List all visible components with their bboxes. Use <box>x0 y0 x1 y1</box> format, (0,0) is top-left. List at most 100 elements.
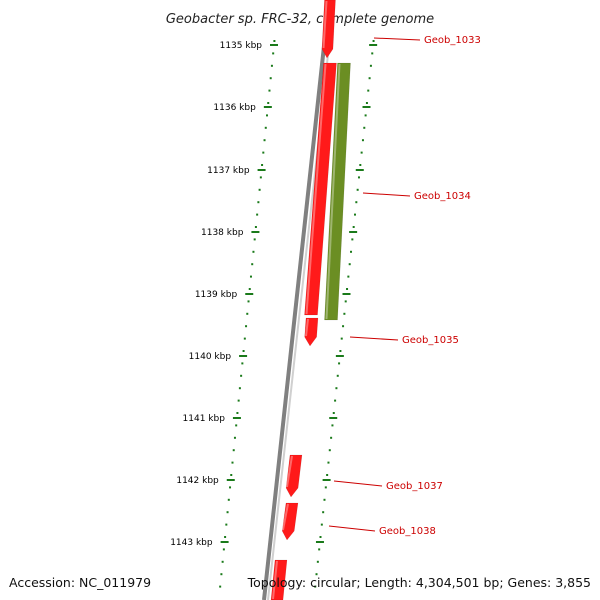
ruler-minor-tick <box>361 139 364 142</box>
backbone-line <box>262 0 331 600</box>
ruler-minor-tick <box>246 312 249 315</box>
ruler-minor-tick <box>267 102 270 104</box>
ruler-minor-tick <box>319 536 322 538</box>
gene-label-line <box>349 336 399 341</box>
ruler-minor-tick <box>351 238 354 241</box>
gene-label-line <box>333 480 383 487</box>
ruler-minor-tick <box>340 337 343 340</box>
gene-arrow-highlight <box>282 503 289 531</box>
ruler-minor-tick <box>357 176 360 179</box>
ruler-minor-tick <box>364 114 367 117</box>
topology-text: Topology: circular; Length: 4,304,501 bp… <box>247 575 591 590</box>
ruler-minor-tick <box>235 424 238 427</box>
ruler-tick-label: 1140 kbp <box>189 352 232 362</box>
ruler-minor-tick <box>356 188 359 191</box>
gene-label: Geob_1033 <box>424 35 481 46</box>
accession-text: Accession: NC_011979 <box>9 575 152 590</box>
ruler-minor-tick <box>247 300 250 303</box>
ruler-minor-tick <box>222 548 225 551</box>
ruler-minor-tick <box>363 126 366 129</box>
ruler-tick-label: 1138 kbp <box>201 228 244 238</box>
ruler-minor-tick <box>332 412 335 414</box>
ruler-tick-label: 1136 kbp <box>213 103 256 113</box>
ruler-minor-tick <box>224 536 227 538</box>
ruler-minor-tick <box>338 362 341 365</box>
ruler-minor-tick <box>231 461 234 464</box>
ruler-minor-tick <box>257 201 260 204</box>
gene-arrow <box>324 62 351 321</box>
ruler-minor-tick <box>318 548 321 551</box>
ruler-major-tick <box>263 106 272 108</box>
ruler-minor-tick <box>336 374 339 377</box>
ruler-minor-tick <box>268 89 271 92</box>
ruler-minor-tick <box>368 77 371 80</box>
ruler-minor-tick <box>263 139 266 142</box>
ruler-minor-tick <box>219 585 222 588</box>
ruler-major-tick <box>369 44 378 46</box>
ruler-major-tick <box>239 355 248 357</box>
ruler-minor-tick <box>327 461 330 464</box>
ruler-major-tick <box>251 231 260 233</box>
ruler-major-tick <box>226 479 235 481</box>
ruler-minor-tick <box>355 201 358 204</box>
ruler-minor-tick <box>258 188 261 191</box>
map-title: Geobacter sp. FRC-32, complete genome <box>166 12 434 27</box>
ruler-minor-tick <box>353 213 356 216</box>
outer-ruler <box>314 40 378 588</box>
ruler-minor-tick <box>360 151 363 154</box>
gene-labels: Geob_1033 Geob_1034 Geob_1035 Geob_1037 Geob… <box>328 35 481 537</box>
ruler-minor-tick <box>221 560 224 563</box>
ruler-tick-label: 1139 kbp <box>195 290 238 300</box>
ruler-minor-tick <box>372 40 375 42</box>
ruler-major-tick <box>315 541 324 543</box>
ruler-major-tick <box>322 479 331 481</box>
gene-label-line <box>373 37 421 41</box>
ruler-minor-tick <box>369 64 372 67</box>
gene-arrow-highlight <box>325 63 341 320</box>
ruler-minor-tick <box>233 436 236 439</box>
ruler-minor-tick <box>359 164 362 166</box>
ruler-minor-tick <box>269 77 272 80</box>
gene-arrow-highlight <box>322 0 328 49</box>
ruler-minor-tick <box>328 449 331 452</box>
ruler-minor-tick <box>254 226 257 228</box>
ruler-minor-tick <box>367 89 370 92</box>
ruler-minor-tick <box>322 511 325 514</box>
ruler-major-tick <box>335 355 344 357</box>
ruler-major-tick <box>329 417 338 419</box>
ruler-tick-label: 1137 kbp <box>207 166 250 176</box>
ruler-major-tick <box>362 106 371 108</box>
inner-ruler: 1135 kbp 1136 kbp 1137 kbp 1138 kbp 1139 kbp… <box>170 40 278 588</box>
ruler-major-tick <box>355 169 364 171</box>
ruler-tick-label: 1143 kbp <box>170 538 213 548</box>
gene-arrow-highlight <box>305 63 327 315</box>
gene-label-line <box>328 525 376 532</box>
ruler-minor-tick <box>334 399 337 402</box>
ruler-minor-tick <box>230 474 233 476</box>
ruler-tick-label: 1141 kbp <box>183 414 226 424</box>
gene-arrow <box>304 317 319 347</box>
ruler-minor-tick <box>232 449 235 452</box>
ruler-minor-tick <box>264 126 267 129</box>
ruler-minor-tick <box>350 250 353 253</box>
gene-arrow <box>285 454 303 498</box>
ruler-tick-label: 1135 kbp <box>220 41 263 51</box>
ruler-major-tick <box>270 44 278 46</box>
ruler-minor-tick <box>339 350 342 352</box>
gene-label: Geob_1037 <box>386 481 443 492</box>
ruler-minor-tick <box>252 250 255 253</box>
ruler-tick-label: 1142 kbp <box>176 476 219 486</box>
ruler-minor-tick <box>324 486 327 489</box>
gene-arrow-highlight <box>272 560 278 600</box>
ruler-minor-tick <box>259 176 262 179</box>
ruler-minor-tick <box>253 238 256 241</box>
ruler-minor-tick <box>270 64 273 67</box>
ruler-minor-tick <box>331 424 334 427</box>
ruler-minor-tick <box>241 362 244 365</box>
ruler-minor-tick <box>371 52 374 55</box>
ruler-minor-tick <box>238 387 241 390</box>
ruler-minor-tick <box>245 325 248 328</box>
gene-label: Geob_1034 <box>414 191 471 202</box>
ruler-major-tick <box>349 231 358 233</box>
